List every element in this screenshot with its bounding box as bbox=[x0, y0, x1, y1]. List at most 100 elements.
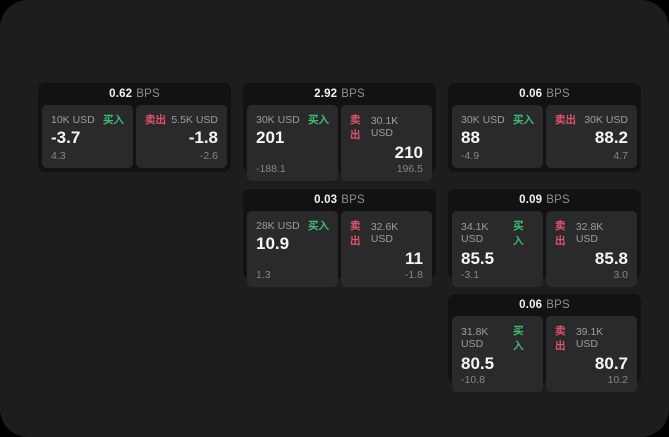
sell-delta-value: -1.8 bbox=[404, 268, 423, 281]
card-body: 30K USD 买入 88 -4.9 卖出 30K USD 88.2 4.7 bbox=[452, 105, 637, 168]
sell-side-label: 卖出 bbox=[350, 114, 361, 141]
sell-delta-value: 10.2 bbox=[607, 373, 628, 386]
bps-value: 0.09 bbox=[519, 194, 543, 206]
card-body: 10K USD 买入 -3.7 4.3 卖出 5.5K USD -1.8 -2.… bbox=[42, 105, 227, 168]
buy-side-label: 买入 bbox=[513, 325, 524, 352]
buy-delta-value: -4.9 bbox=[461, 150, 480, 162]
sell-side-label: 卖出 bbox=[350, 220, 361, 247]
card-body: 31.8K USD 买入 80.5 -10.8 卖出 39.1K USD 80.… bbox=[452, 316, 637, 392]
sell-panel-top: 卖出 32.8K USD bbox=[555, 218, 628, 248]
bps-unit-label: BPS bbox=[546, 194, 570, 206]
sell-amount-label: 30K USD bbox=[584, 113, 628, 126]
buy-price-value: -3.7 bbox=[51, 128, 81, 147]
buy-delta-value: -10.8 bbox=[461, 373, 485, 386]
card-body: 30K USD 买入 201 -188.1 卖出 30.1K USD 210 1… bbox=[247, 105, 432, 181]
sell-panel-top: 卖出 30.1K USD bbox=[350, 112, 423, 142]
bps-unit-label: BPS bbox=[136, 88, 160, 100]
buy-side-label: 买入 bbox=[308, 114, 329, 126]
buy-panel-top: 28K USD 买入 bbox=[256, 218, 329, 233]
market-card: 2.92 BPS 30K USD 买入 201 -188.1 卖出 30.1K … bbox=[243, 83, 436, 181]
buy-panel[interactable]: 30K USD 买入 201 -188.1 bbox=[247, 105, 338, 181]
buy-panel-top: 30K USD 买入 bbox=[256, 112, 329, 127]
sell-delta-value: 3.0 bbox=[613, 268, 628, 281]
bps-unit-label: BPS bbox=[341, 194, 365, 206]
market-card: 0.62 BPS 10K USD 买入 -3.7 4.3 卖出 5.5K USD… bbox=[38, 83, 231, 172]
sell-panel[interactable]: 卖出 30K USD 88.2 4.7 bbox=[546, 105, 637, 168]
buy-amount-label: 31.8K USD bbox=[461, 326, 489, 350]
sell-side-label: 卖出 bbox=[555, 220, 566, 247]
sell-panel[interactable]: 卖出 30.1K USD 210 196.5 bbox=[341, 105, 432, 181]
card-body: 34.1K USD 买入 85.5 -3.1 卖出 32.8K USD 85.8… bbox=[452, 211, 637, 287]
buy-side-label: 买入 bbox=[103, 114, 124, 126]
buy-delta-value: 1.3 bbox=[256, 268, 271, 281]
sell-panel-top: 卖出 32.6K USD bbox=[350, 218, 423, 248]
buy-delta-value: -188.1 bbox=[256, 162, 286, 175]
sell-delta-value: 196.5 bbox=[396, 162, 423, 175]
bps-unit-label: BPS bbox=[546, 299, 570, 311]
bps-value: 2.92 bbox=[314, 88, 338, 100]
buy-panel[interactable]: 10K USD 买入 -3.7 4.3 bbox=[42, 105, 133, 168]
bps-value: 0.06 bbox=[519, 299, 543, 311]
bps-value: 0.06 bbox=[519, 88, 543, 100]
card-body: 28K USD 买入 10.9 1.3 卖出 32.6K USD 11 -1.8 bbox=[247, 211, 432, 287]
sell-panel-top: 卖出 30K USD bbox=[555, 112, 628, 127]
sell-side-label: 卖出 bbox=[555, 325, 566, 352]
sell-price-value: 11 bbox=[405, 249, 423, 268]
bps-header: 0.62 BPS bbox=[42, 83, 227, 105]
buy-amount-label: 10K USD bbox=[51, 113, 95, 126]
sell-panel-top: 卖出 39.1K USD bbox=[555, 323, 628, 353]
sell-amount-label: 32.6K USD bbox=[370, 221, 399, 245]
buy-amount-label: 30K USD bbox=[256, 113, 300, 126]
market-card: 0.06 BPS 30K USD 买入 88 -4.9 卖出 30K USD 8… bbox=[448, 83, 641, 172]
buy-price-value: 80.5 bbox=[461, 354, 495, 373]
sell-panel[interactable]: 卖出 39.1K USD 80.7 10.2 bbox=[546, 316, 637, 392]
sell-side-label: 卖出 bbox=[555, 114, 576, 126]
market-card: 0.03 BPS 28K USD 买入 10.9 1.3 卖出 32.6K US… bbox=[243, 189, 436, 287]
bps-header: 0.06 BPS bbox=[452, 83, 637, 105]
buy-panel[interactable]: 31.8K USD 买入 80.5 -10.8 bbox=[452, 316, 543, 392]
buy-panel[interactable]: 34.1K USD 买入 85.5 -3.1 bbox=[452, 211, 543, 287]
buy-amount-label: 34.1K USD bbox=[461, 221, 489, 245]
bps-unit-label: BPS bbox=[546, 88, 570, 100]
buy-delta-value: 4.3 bbox=[51, 150, 66, 162]
bps-header: 0.09 BPS bbox=[452, 189, 637, 211]
sell-price-value: 210 bbox=[394, 143, 423, 162]
sell-panel-top: 卖出 5.5K USD bbox=[145, 112, 218, 127]
buy-price-value: 88 bbox=[461, 128, 480, 147]
buy-panel-top: 30K USD 买入 bbox=[461, 112, 534, 127]
bps-header: 0.06 BPS bbox=[452, 294, 637, 316]
sell-panel[interactable]: 卖出 32.6K USD 11 -1.8 bbox=[341, 211, 432, 287]
buy-price-value: 201 bbox=[256, 128, 285, 147]
buy-amount-label: 30K USD bbox=[461, 113, 505, 126]
buy-panel[interactable]: 28K USD 买入 10.9 1.3 bbox=[247, 211, 338, 287]
buy-panel-top: 10K USD 买入 bbox=[51, 112, 124, 127]
sell-amount-label: 32.8K USD bbox=[575, 221, 604, 245]
market-card: 0.06 BPS 31.8K USD 买入 80.5 -10.8 卖出 39.1… bbox=[448, 294, 641, 392]
sell-panel[interactable]: 卖出 5.5K USD -1.8 -2.6 bbox=[136, 105, 227, 168]
sell-panel[interactable]: 卖出 32.8K USD 85.8 3.0 bbox=[546, 211, 637, 287]
buy-amount-label: 28K USD bbox=[256, 219, 300, 232]
buy-panel-top: 31.8K USD 买入 bbox=[461, 323, 534, 353]
buy-panel-top: 34.1K USD 买入 bbox=[461, 218, 534, 248]
sell-amount-label: 30.1K USD bbox=[370, 115, 399, 139]
market-card: 0.09 BPS 34.1K USD 买入 85.5 -3.1 卖出 32.8K… bbox=[448, 189, 641, 287]
bps-header: 0.03 BPS bbox=[247, 189, 432, 211]
sell-delta-value: 4.7 bbox=[613, 150, 628, 162]
sell-amount-label: 5.5K USD bbox=[171, 113, 218, 126]
sell-side-label: 卖出 bbox=[145, 114, 166, 126]
buy-side-label: 买入 bbox=[513, 220, 524, 247]
buy-panel[interactable]: 30K USD 买入 88 -4.9 bbox=[452, 105, 543, 168]
sell-amount-label: 39.1K USD bbox=[575, 326, 604, 350]
bps-unit-label: BPS bbox=[341, 88, 365, 100]
buy-side-label: 买入 bbox=[513, 114, 534, 126]
buy-price-value: 85.5 bbox=[461, 249, 495, 268]
sell-price-value: -1.8 bbox=[188, 128, 218, 147]
sell-price-value: 85.8 bbox=[594, 249, 628, 268]
buy-side-label: 买入 bbox=[308, 220, 329, 232]
bps-value: 0.62 bbox=[109, 88, 133, 100]
buy-price-value: 10.9 bbox=[256, 234, 290, 253]
buy-delta-value: -3.1 bbox=[461, 268, 480, 281]
sell-price-value: 88.2 bbox=[594, 128, 628, 147]
